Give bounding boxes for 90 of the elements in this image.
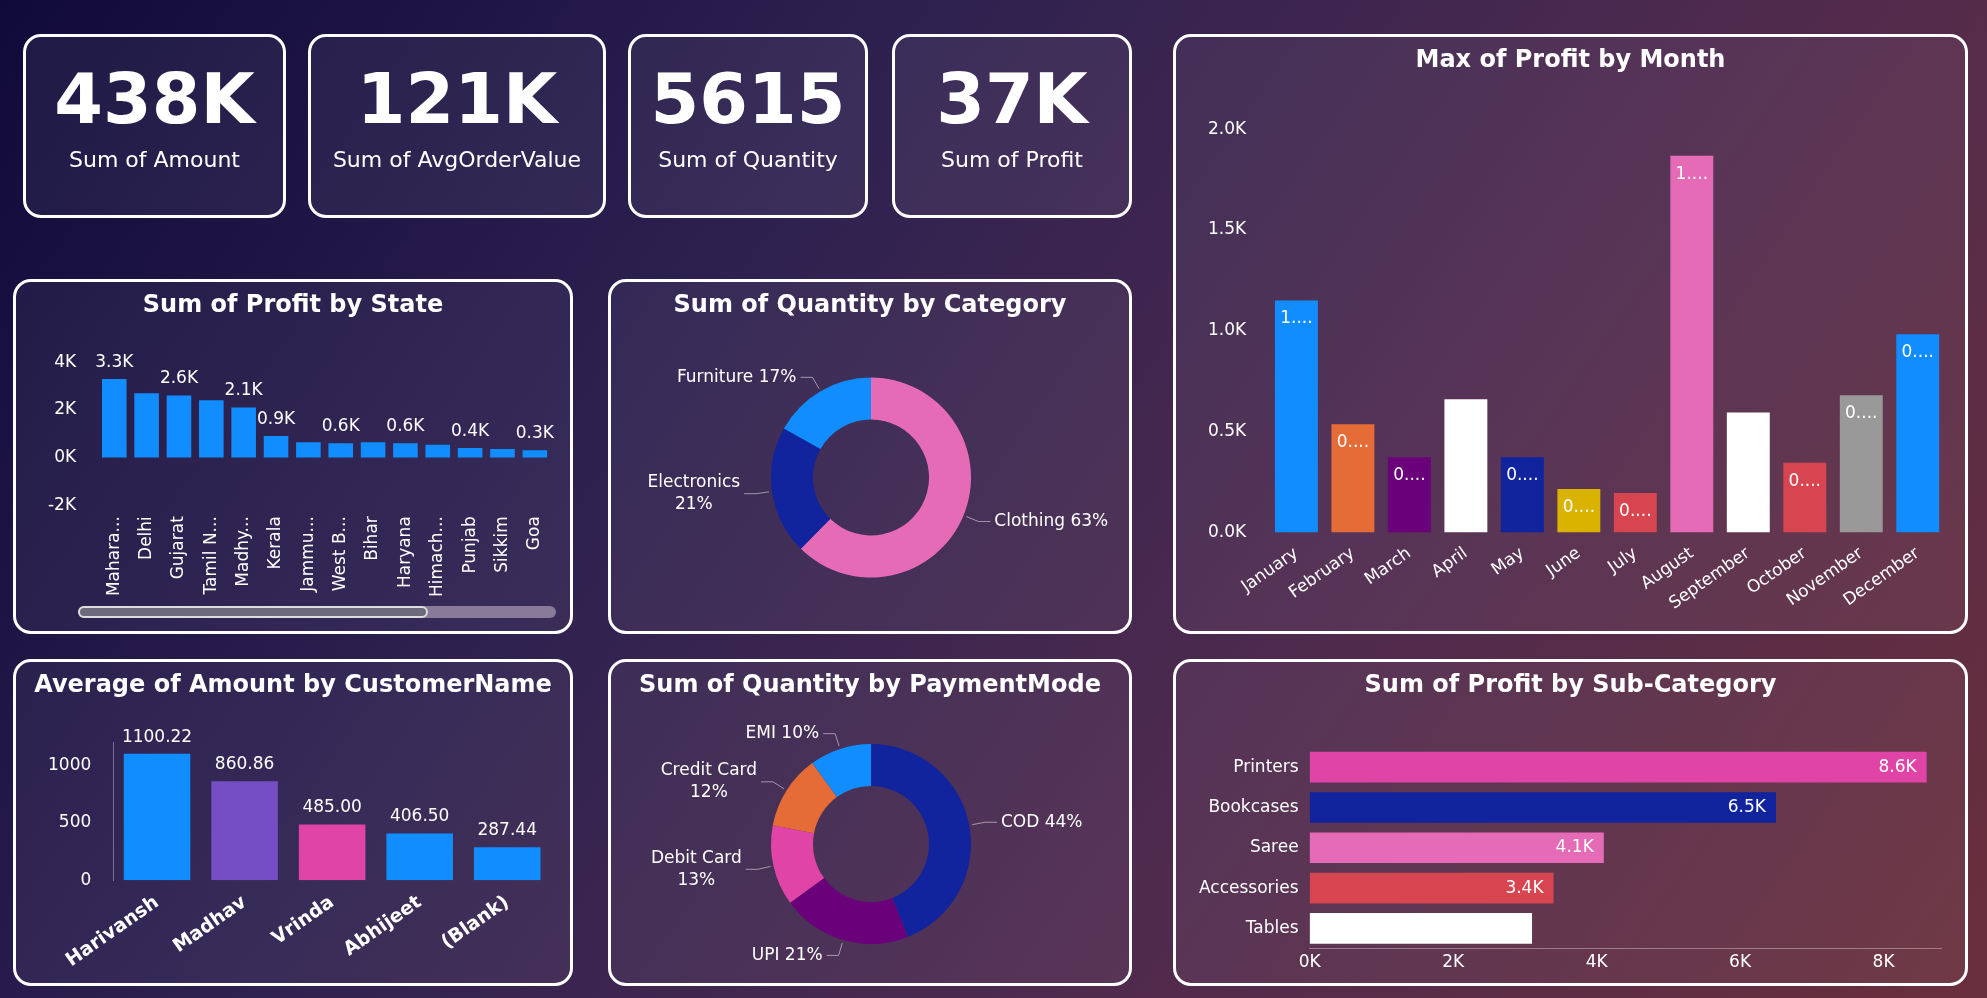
x-tick-label: 0K xyxy=(1298,951,1322,972)
y-tick-label: 500 xyxy=(58,811,92,832)
x-tick-label: Jammu... xyxy=(296,516,317,593)
text: 121K xyxy=(355,58,560,140)
y-tick-label: Accessories xyxy=(1198,876,1299,897)
data-label: 6.5K xyxy=(1727,795,1767,816)
y-tick-label: Tables xyxy=(1244,916,1299,937)
chart-title: Max of Profit by Month xyxy=(1414,45,1727,73)
y-tick-label: Bookcases xyxy=(1208,795,1299,816)
text: 438K xyxy=(53,58,258,140)
chart-title: Sum of Profit by Sub-Category xyxy=(1363,670,1778,698)
data-label: 0.... xyxy=(1562,495,1596,516)
y-tick-label: Printers xyxy=(1233,755,1299,776)
data-label: 860.86 xyxy=(214,753,275,774)
data-label: 485.00 xyxy=(302,796,362,817)
y-tick-label: 0.0K xyxy=(1208,520,1248,541)
data-label: 12% xyxy=(690,781,728,802)
data-label: 0.6K xyxy=(321,415,361,436)
x-tick-label: Madhy... xyxy=(232,516,253,587)
x-tick-label: July xyxy=(1602,542,1641,577)
slice-label: EMI 10% xyxy=(745,722,820,743)
data-label: 287.44 xyxy=(477,819,537,840)
data-label: 1.... xyxy=(1675,162,1709,183)
x-tick-label: 8K xyxy=(1872,951,1896,972)
data-label: 3.3K xyxy=(95,350,135,371)
data-label: 0.... xyxy=(1845,402,1878,423)
y-tick-label: 1000 xyxy=(48,753,92,774)
data-label: 13% xyxy=(677,868,716,889)
data-label: 2.6K xyxy=(159,367,199,388)
text: Sum of Profit xyxy=(940,147,1084,172)
slice-label: UPI 21% xyxy=(751,943,823,964)
x-tick-label: Bihar xyxy=(361,516,382,561)
data-label: 406.50 xyxy=(389,805,450,826)
x-tick-label: Haryana xyxy=(393,516,414,589)
y-tick-label: Saree xyxy=(1249,836,1299,857)
chart-title: Sum of Profit by State xyxy=(141,290,445,318)
text: 5615 xyxy=(649,58,847,140)
y-tick-label: 0.5K xyxy=(1208,420,1248,441)
x-tick-label: 6K xyxy=(1729,951,1752,972)
x-tick-label: Goa xyxy=(523,516,544,551)
data-label: 0.... xyxy=(1336,431,1370,452)
slice-label: Credit Card xyxy=(660,759,758,780)
data-label: 1.... xyxy=(1280,307,1313,328)
text: Sum of Amount xyxy=(68,147,241,172)
data-label: 0.6K xyxy=(386,415,426,436)
y-tick-label: 4K xyxy=(54,350,77,371)
slice-label: Electronics xyxy=(647,471,741,492)
slice-label: Furniture 17% xyxy=(676,365,797,386)
x-tick-label: Mahara... xyxy=(102,516,123,597)
data-label: 21% xyxy=(674,493,713,514)
x-tick-label: Sikkim xyxy=(490,516,511,573)
data-label: 0.3K xyxy=(515,422,555,443)
chart-title: Sum of Quantity by PaymentMode xyxy=(638,670,1102,698)
slice-label: COD 44% xyxy=(1000,810,1083,831)
text: 37K xyxy=(935,58,1091,140)
data-label: 0.... xyxy=(1619,500,1652,520)
data-label: 2.1K xyxy=(224,379,264,400)
x-tick-label: Punjab xyxy=(458,516,479,574)
data-label: 4.1K xyxy=(1555,836,1595,857)
x-tick-label: May xyxy=(1486,542,1528,579)
y-tick-label: 0 xyxy=(80,868,92,889)
chart-title: Average of Amount by CustomerName xyxy=(33,670,553,698)
data-label: 1100.22 xyxy=(121,725,193,746)
x-tick-label: Kerala xyxy=(264,516,285,570)
y-tick-label: 0K xyxy=(54,445,77,466)
data-label: 0.... xyxy=(1506,464,1539,485)
x-tick-label: Himach... xyxy=(426,516,447,598)
x-tick-label: Gujarat xyxy=(167,515,188,580)
text: Sum of AvgOrderValue xyxy=(331,147,583,172)
data-label: 3.4K xyxy=(1505,876,1545,897)
chart-title: Sum of Quantity by Category xyxy=(672,290,1068,318)
text: Sum of Quantity xyxy=(657,147,839,172)
data-label: 0.... xyxy=(1901,341,1934,362)
y-tick-label: 2.0K xyxy=(1208,117,1248,138)
data-label: 8.6K xyxy=(1878,755,1918,776)
data-label: 0.... xyxy=(1393,464,1426,485)
data-label: 0.4K xyxy=(451,419,491,440)
y-tick-label: 1.0K xyxy=(1208,319,1248,340)
x-tick-label: Tamil N... xyxy=(199,516,220,596)
data-label: 0.9K xyxy=(256,408,296,428)
y-tick-label: 1.5K xyxy=(1208,218,1248,239)
slice-label: Debit Card xyxy=(650,846,742,867)
x-tick-label: 4K xyxy=(1585,951,1609,972)
slice-label: Clothing 63% xyxy=(994,509,1109,530)
data-label: 0.... xyxy=(1788,469,1822,490)
y-tick-label: -2K xyxy=(47,493,77,514)
x-tick-label: Delhi xyxy=(135,516,156,560)
x-tick-label: West B... xyxy=(329,516,350,592)
y-tick-label: 2K xyxy=(54,398,77,419)
x-tick-label: 2K xyxy=(1442,951,1465,972)
